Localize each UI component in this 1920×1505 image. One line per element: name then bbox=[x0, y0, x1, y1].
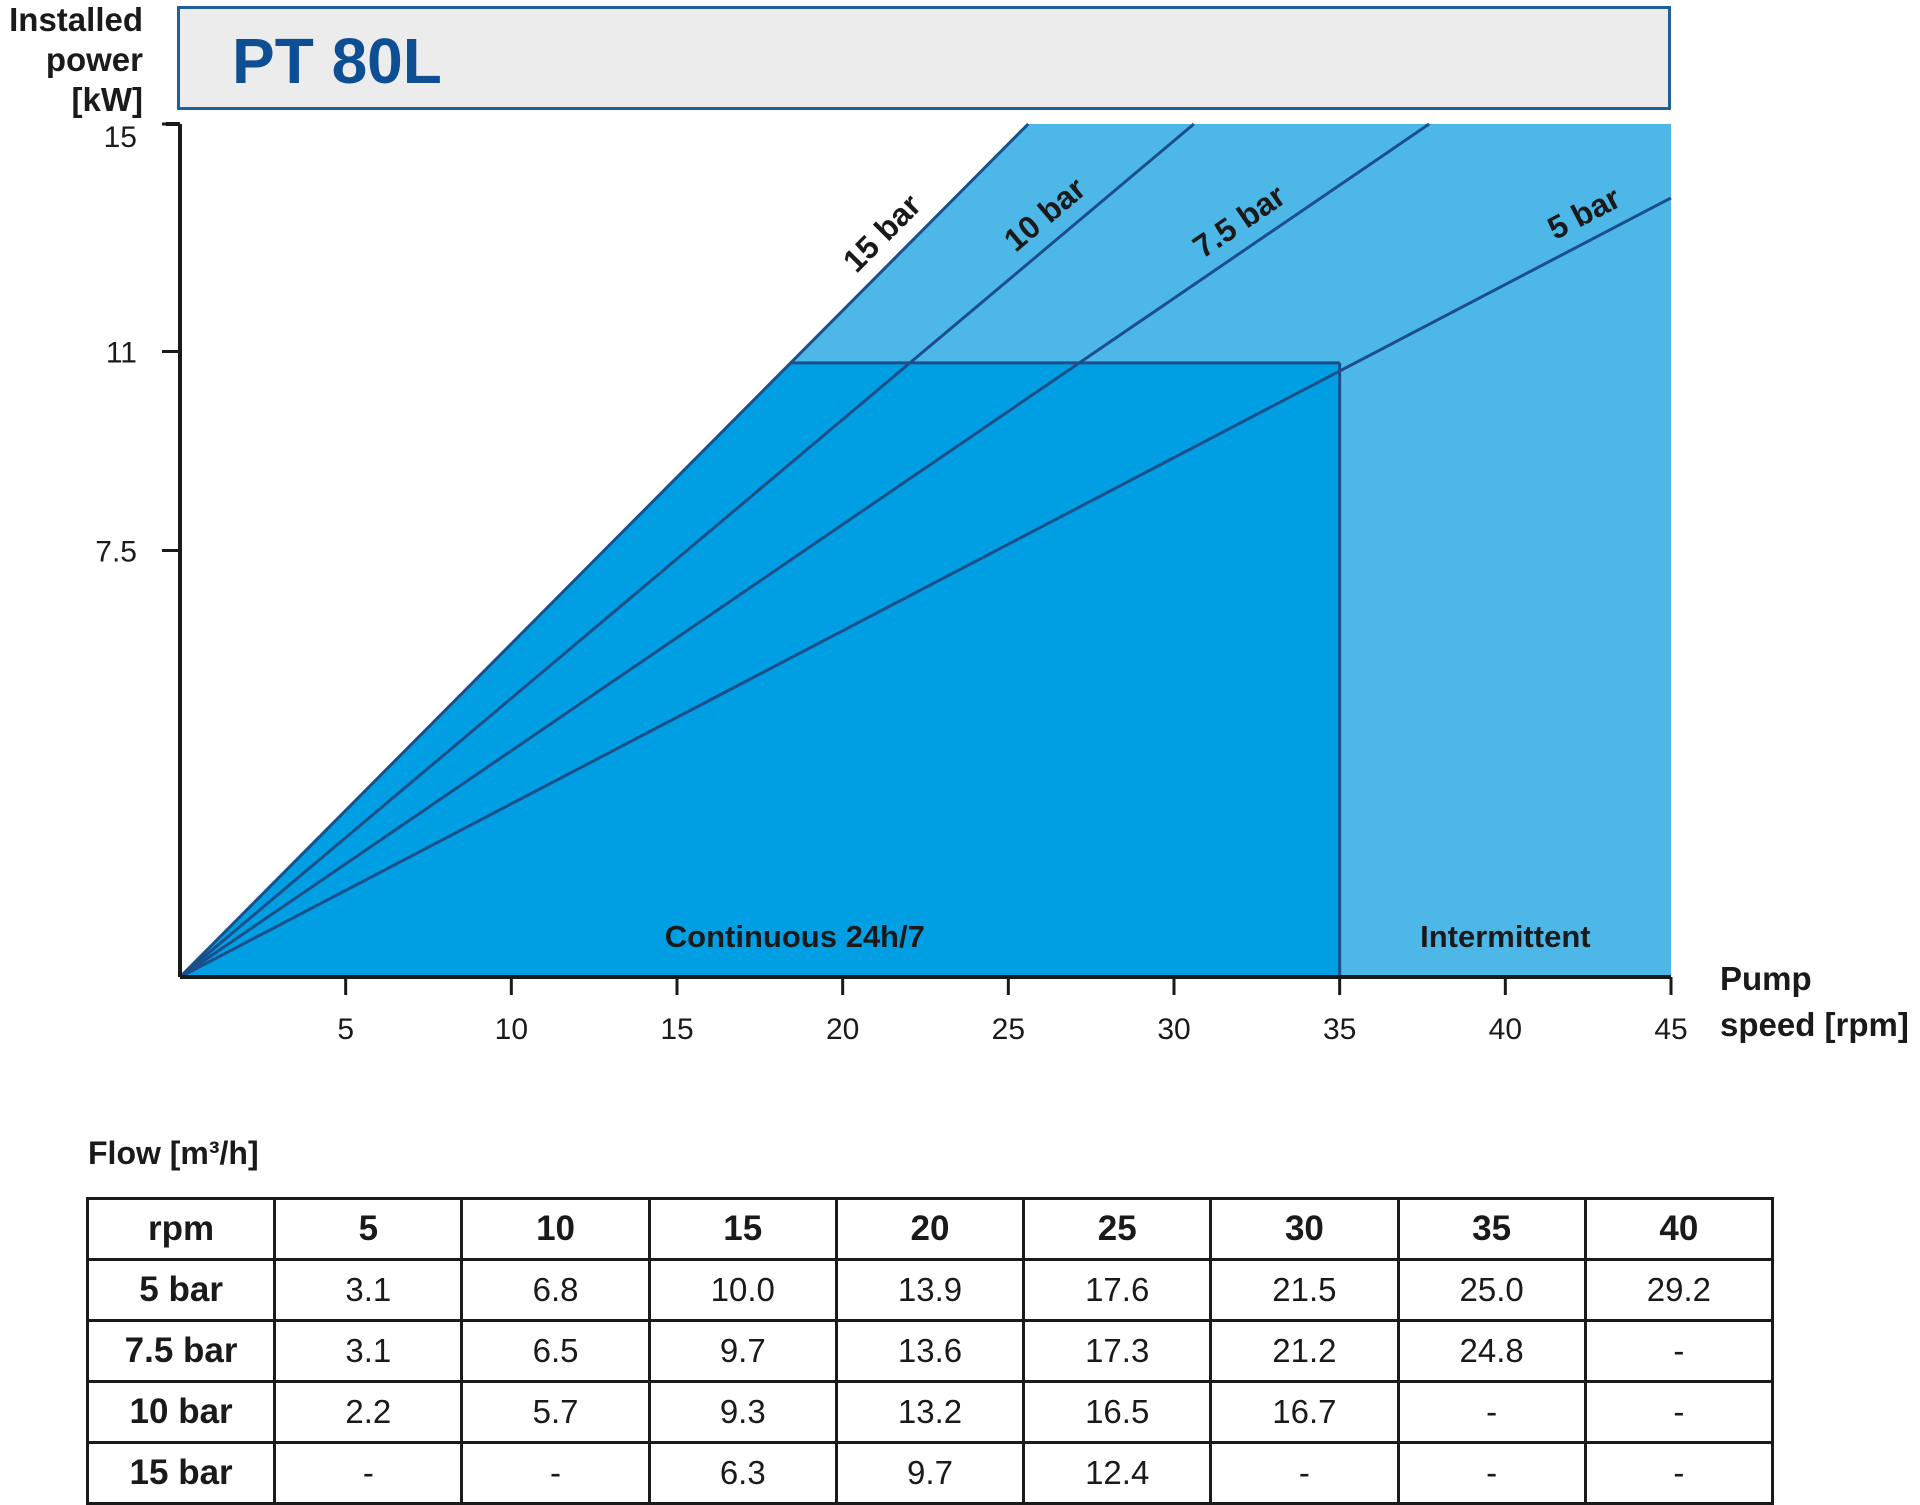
table-cell: 5.7 bbox=[460, 1380, 651, 1444]
table-cell: 16.7 bbox=[1209, 1380, 1400, 1444]
table-cell: - bbox=[1396, 1380, 1587, 1444]
table-cell: - bbox=[460, 1441, 651, 1505]
table-row-label: 7.5 bar bbox=[85, 1319, 277, 1383]
x-axis-label-line: Pump bbox=[1720, 960, 1812, 997]
y-axis-label-line: Installed bbox=[9, 1, 143, 38]
table-header-row: rpm 5 10 15 20 25 30 35 40 bbox=[85, 1197, 1775, 1261]
y-axis-label-line: power bbox=[45, 41, 143, 78]
region-label-continuous: Continuous 24h/7 bbox=[665, 919, 925, 954]
table-header-cell: 15 bbox=[647, 1197, 838, 1261]
table-row: 5 bar 3.1 6.8 10.0 13.9 17.6 21.5 25.0 29.2 bbox=[85, 1258, 1775, 1322]
table-header-cell: 30 bbox=[1209, 1197, 1400, 1261]
flow-table-title: Flow [m³/h] bbox=[88, 1135, 259, 1171]
table-row: 7.5 bar 3.1 6.5 9.7 13.6 17.3 21.2 24.8- bbox=[85, 1319, 1775, 1383]
table-header-cell: 35 bbox=[1396, 1197, 1587, 1261]
chart-title-box: PT 80L bbox=[177, 6, 1671, 110]
table-cell: 6.3 bbox=[647, 1441, 838, 1505]
table-cell: 3.1 bbox=[273, 1258, 464, 1322]
x-tick-label-35: 35 bbox=[1323, 1013, 1356, 1046]
table-cell: 9.3 bbox=[647, 1380, 838, 1444]
chart-title: PT 80L bbox=[232, 25, 442, 97]
table-cell: 6.8 bbox=[460, 1258, 651, 1322]
table-header-cell: 5 bbox=[273, 1197, 464, 1261]
table-cell: - bbox=[1396, 1441, 1587, 1505]
table-cell: 10.0 bbox=[647, 1258, 838, 1322]
table-row-label: 15 bar bbox=[85, 1441, 277, 1505]
table-header-cell: 20 bbox=[834, 1197, 1026, 1261]
table-cell: 29.2 bbox=[1583, 1258, 1775, 1322]
table-cell: 24.8 bbox=[1396, 1319, 1587, 1383]
continuous-region bbox=[180, 362, 1340, 978]
x-tick-label-20: 20 bbox=[826, 1013, 859, 1046]
table-cell: 17.3 bbox=[1022, 1319, 1213, 1383]
region-label-intermittent: Intermittent bbox=[1420, 919, 1591, 954]
table-cell: 25.0 bbox=[1396, 1258, 1587, 1322]
table-cell: 13.9 bbox=[834, 1258, 1026, 1322]
x-tick-label-5: 5 bbox=[337, 1013, 354, 1046]
table-header-cell: 10 bbox=[460, 1197, 651, 1261]
table-cell: - bbox=[1583, 1441, 1775, 1505]
x-tick-label-15: 15 bbox=[660, 1013, 693, 1046]
table-cell: 9.7 bbox=[647, 1319, 838, 1383]
table-cell: 3.1 bbox=[273, 1319, 464, 1383]
y-tick-label-11: 11 bbox=[106, 336, 137, 369]
table-cell: 17.6 bbox=[1022, 1258, 1213, 1322]
series-line-3 bbox=[179, 122, 1430, 979]
y-tick-label-15: 15 bbox=[104, 121, 137, 154]
table-cell: - bbox=[1583, 1319, 1775, 1383]
series-line-4 bbox=[179, 196, 1672, 979]
table-row-label: 10 bar bbox=[85, 1380, 277, 1444]
table-cell: 9.7 bbox=[834, 1441, 1026, 1505]
table-cell: 12.4 bbox=[1022, 1441, 1213, 1505]
table-cell: 6.5 bbox=[460, 1319, 651, 1383]
x-tick-label-40: 40 bbox=[1489, 1013, 1522, 1046]
table-row: 10 bar 2.2 5.7 9.3 13.2 16.5 16.7- - bbox=[85, 1380, 1775, 1444]
series-line-2 bbox=[179, 122, 1195, 979]
x-tick-label-25: 25 bbox=[992, 1013, 1025, 1046]
x-tick-label-10: 10 bbox=[495, 1013, 528, 1046]
series-line-1 bbox=[178, 122, 1030, 979]
table-header-cell: rpm bbox=[85, 1197, 277, 1261]
x-tick-label-45: 45 bbox=[1654, 1013, 1687, 1046]
table-cell: - bbox=[1209, 1441, 1400, 1505]
table-cell: - bbox=[1583, 1380, 1775, 1444]
table-header-cell: 40 bbox=[1583, 1197, 1775, 1261]
table-cell: 16.5 bbox=[1022, 1380, 1213, 1444]
table-cell: 21.5 bbox=[1209, 1258, 1400, 1322]
table-cell: 13.2 bbox=[834, 1380, 1026, 1444]
table-row: 15 bar - -6.3 9.7 12.4- - - bbox=[85, 1441, 1775, 1505]
table-cell: 2.2 bbox=[273, 1380, 464, 1444]
table-cell: 21.2 bbox=[1209, 1319, 1400, 1383]
x-tick-label-30: 30 bbox=[1157, 1013, 1190, 1046]
y-tick-label-7.5: 7.5 bbox=[95, 536, 137, 569]
table-cell: 13.6 bbox=[834, 1319, 1026, 1383]
flow-table: rpm 5 10 15 20 25 30 35 40 5 bar 3.1 6.8 10.0 13.9 17.… bbox=[85, 1197, 1775, 1505]
y-axis-label-line: [kW] bbox=[71, 81, 143, 118]
table-header-cell: 25 bbox=[1022, 1197, 1213, 1261]
y-axis-label: Installed power [kW] bbox=[0, 0, 143, 120]
x-axis-label: Pump speed [rpm] bbox=[1720, 956, 1909, 1048]
x-axis-label-line: speed [rpm] bbox=[1720, 1006, 1909, 1043]
table-row-label: 5 bar bbox=[85, 1258, 277, 1322]
table-cell: - bbox=[273, 1441, 464, 1505]
